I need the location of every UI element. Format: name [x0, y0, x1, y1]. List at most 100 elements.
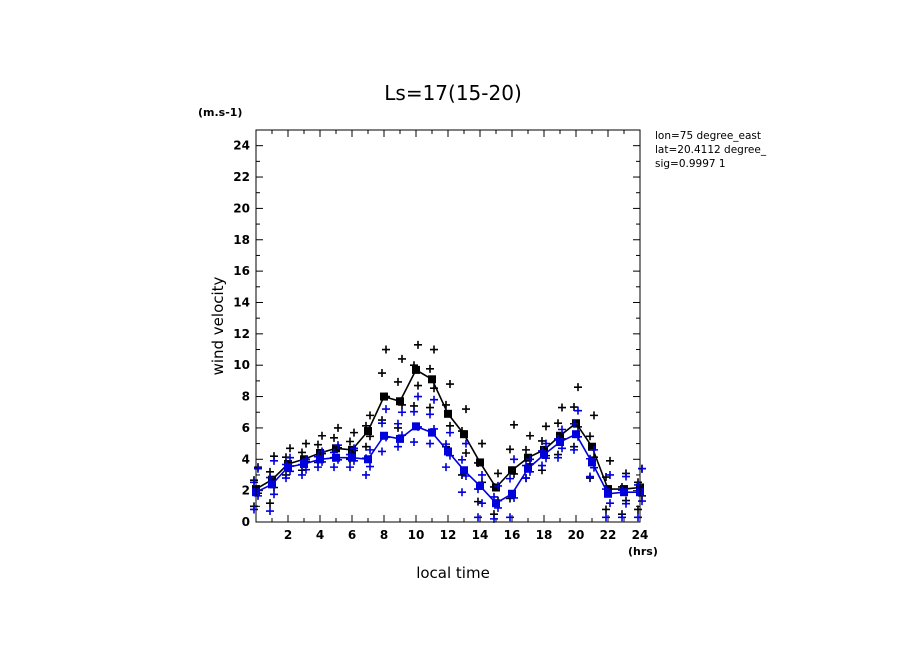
- mean-point: [364, 427, 372, 436]
- mean-point: [476, 481, 484, 490]
- sample-marker: [398, 408, 406, 417]
- sample-marker: [634, 505, 642, 514]
- x-tick-label: 20: [568, 528, 585, 542]
- sample-marker: [570, 403, 578, 412]
- sample-marker: [506, 513, 514, 522]
- mean-point: [300, 459, 308, 468]
- sample-marker: [266, 499, 274, 508]
- sample-marker: [478, 499, 486, 508]
- sample-marker: [330, 433, 338, 442]
- mean-point: [380, 392, 388, 401]
- x-unit-label: (hrs): [628, 545, 658, 558]
- series-1: [250, 340, 646, 519]
- sample-marker: [378, 447, 386, 456]
- mean-point: [524, 464, 532, 473]
- x-tick-label: 18: [536, 528, 553, 542]
- mean-point: [588, 442, 596, 451]
- x-tick-label: 2: [284, 528, 292, 542]
- sample-marker: [298, 470, 306, 479]
- mean-point: [396, 397, 404, 406]
- mean-point: [556, 438, 564, 447]
- mean-point: [508, 489, 516, 498]
- sample-marker: [526, 455, 534, 464]
- sample-marker: [602, 513, 610, 522]
- mean-point: [540, 445, 548, 454]
- mean-point: [620, 488, 628, 497]
- mean-point: [284, 463, 292, 472]
- sample-marker: [446, 380, 454, 389]
- sample-marker: [318, 431, 326, 440]
- y-tick-label: 10: [233, 358, 250, 372]
- sample-marker: [462, 405, 470, 414]
- sample-marker: [282, 474, 290, 483]
- sample-marker: [394, 419, 402, 428]
- y-tick-label: 2: [242, 484, 250, 498]
- x-tick-label: 4: [316, 528, 324, 542]
- sample-marker: [346, 437, 354, 446]
- sample-marker: [302, 439, 310, 448]
- sample-marker: [378, 369, 386, 378]
- sample-marker: [570, 419, 578, 428]
- sample-marker: [606, 470, 614, 479]
- mean-point: [348, 453, 356, 462]
- sample-marker: [622, 499, 630, 508]
- sample-marker: [474, 513, 482, 522]
- mean-point: [588, 458, 596, 467]
- sample-marker: [394, 377, 402, 386]
- annotation-lat: lat=20.4112 degree_: [655, 144, 767, 156]
- x-tick-label: 16: [504, 528, 521, 542]
- y-axis-label: wind velocity: [209, 276, 227, 375]
- annotation-sig: sig=0.9997 1: [655, 158, 726, 170]
- y-tick-label: 18: [233, 233, 250, 247]
- sample-marker: [382, 405, 390, 414]
- mean-point: [540, 450, 548, 459]
- sample-marker: [462, 439, 470, 448]
- y-tick-label: 12: [233, 327, 250, 341]
- x-tick-label: 22: [600, 528, 617, 542]
- sample-marker: [334, 441, 342, 450]
- y-tick-label: 22: [233, 170, 250, 184]
- sample-marker: [398, 354, 406, 363]
- sample-marker: [558, 403, 566, 412]
- y-tick-label: 16: [233, 264, 250, 278]
- y-tick-label: 20: [233, 201, 250, 215]
- sample-marker: [430, 345, 438, 354]
- sample-marker: [638, 464, 646, 473]
- sample-marker: [330, 463, 338, 472]
- mean-point: [332, 453, 340, 462]
- sample-marker: [570, 445, 578, 454]
- sample-marker: [350, 428, 358, 437]
- series-2: [250, 392, 646, 523]
- sample-marker: [574, 383, 582, 392]
- sample-marker: [510, 455, 518, 464]
- x-axis-label: local time: [416, 564, 490, 582]
- x-tick-label: 10: [408, 528, 425, 542]
- sample-marker: [366, 411, 374, 420]
- y-tick-label: 0: [242, 515, 250, 529]
- sample-marker: [346, 463, 354, 472]
- sample-marker: [618, 513, 626, 522]
- y-tick-label: 24: [233, 139, 250, 153]
- sample-marker: [270, 490, 278, 499]
- sample-marker: [250, 478, 258, 487]
- sample-marker: [426, 410, 434, 419]
- mean-point: [460, 430, 468, 439]
- sample-marker: [366, 445, 374, 454]
- sample-marker: [298, 448, 306, 457]
- sample-marker: [586, 472, 594, 481]
- sample-marker: [314, 440, 322, 449]
- sample-marker: [634, 480, 642, 489]
- mean-point: [476, 458, 484, 467]
- y-tick-label: 6: [242, 421, 250, 435]
- sample-marker: [458, 488, 466, 497]
- sample-marker: [542, 422, 550, 431]
- mean-point: [428, 375, 436, 384]
- sample-marker: [558, 425, 566, 434]
- x-tick-label: 6: [348, 528, 356, 542]
- sample-marker: [382, 345, 390, 354]
- sample-marker: [334, 423, 342, 432]
- sample-marker: [506, 445, 514, 454]
- y-tick-label: 4: [242, 452, 250, 466]
